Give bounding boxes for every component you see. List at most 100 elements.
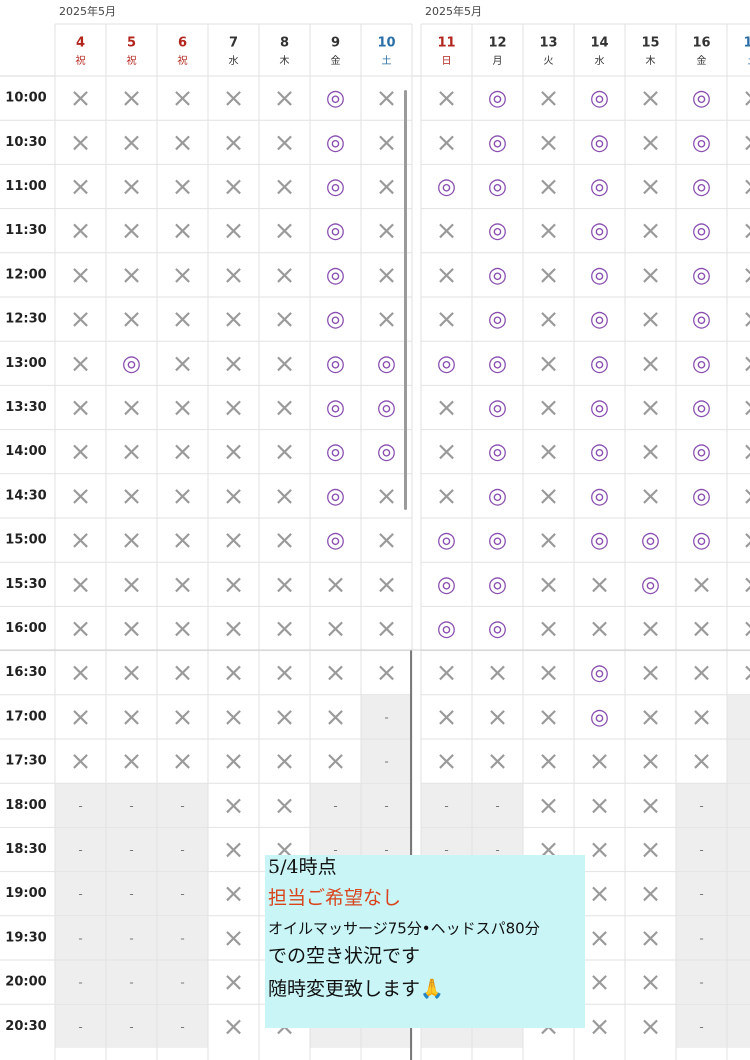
cell-bg [208,209,259,253]
cell: ◎ [574,76,625,120]
cell: × [625,430,676,474]
cell-bg [208,916,259,960]
cell: × [259,474,310,518]
cell: × [55,518,106,562]
cell: ◎ [421,606,472,651]
cell-mark: × [274,305,296,335]
cell-mark: × [223,305,245,335]
cell-mark: - [129,843,133,857]
weekday: 木 [280,55,290,67]
cell-bg [625,164,676,209]
cell-bg [55,341,106,385]
cell-bg [55,916,106,960]
cell: ◎ [676,430,727,474]
cell: × [55,739,106,783]
cell: × [106,474,157,518]
cell: × [208,739,259,783]
cell-mark: × [589,1012,611,1042]
cell: - [55,827,106,872]
cell: × [259,651,310,695]
cell-bg [259,695,310,739]
cell-bg [106,960,157,1004]
cell-mark: - [333,799,337,813]
cell-mark: × [274,84,296,114]
cell-bg [472,739,523,783]
cell: × [106,164,157,209]
cell: × [208,562,259,606]
cell-bg [676,739,727,783]
cell-mark: × [274,791,296,821]
cell-mark: × [121,128,143,158]
cell-bg [55,783,106,827]
time-label: 14:30 [5,488,46,503]
cell: × [523,297,574,341]
cell-bg [523,253,574,297]
cell-mark: - [78,1020,82,1034]
cell-bg [208,827,259,872]
cell: × [625,695,676,739]
cell-bg [421,695,472,739]
cell-mark: - [699,887,703,901]
cell-mark: - [384,710,388,724]
cell-mark: × [172,216,194,246]
cell-mark: × [121,526,143,556]
cell-mark: × [640,702,662,732]
cell: × [727,164,750,209]
cell-bg [259,164,310,209]
note-bg [265,855,585,1028]
cell: × [361,209,412,253]
cell-mark: × [538,216,560,246]
cell-mark: × [640,84,662,114]
cell-bg [676,430,727,474]
cell-bg [208,253,259,297]
cell-mark: × [640,835,662,865]
cell-mark: × [436,305,458,335]
cell-bg [574,297,625,341]
cell-mark: - [384,755,388,769]
cell: × [259,385,310,430]
cell-bg [106,385,157,430]
cell-mark: ◎ [590,263,609,288]
day-number: 5 [127,36,136,51]
cell-bg [157,606,208,651]
cell-mark: ◎ [488,484,507,509]
cell-bg [472,164,523,209]
cell-mark: ◎ [326,86,345,111]
cell: × [55,385,106,430]
cell-mark: × [223,437,245,467]
cell: × [625,120,676,164]
cell: ◎ [574,341,625,385]
cell-mark: ◎ [590,484,609,509]
cell-bg [361,518,412,562]
cell-mark: × [223,172,245,202]
cell-mark: × [538,614,560,644]
cell-mark: × [589,570,611,600]
cell: × [676,562,727,606]
cell-mark: - [699,976,703,990]
cell: × [55,297,106,341]
cell: - [106,872,157,916]
cell-bg [157,164,208,209]
cell-bg [310,695,361,739]
cell: × [676,739,727,783]
cell-mark: × [589,791,611,821]
cell-mark: ◎ [590,440,609,465]
cell-bg [676,385,727,430]
cell-mark: ◎ [641,528,660,553]
cell: - [676,916,727,960]
cell: × [574,827,625,872]
cell-bg [523,209,574,253]
cell-bg [727,341,750,385]
cell: × [421,385,472,430]
day-number: 7 [229,36,238,51]
cell: ◎ [574,120,625,164]
cell: × [55,253,106,297]
cell: × [106,297,157,341]
cell-bg [727,164,750,209]
cell-mark: × [376,128,398,158]
cell-bg [625,739,676,783]
cell-bg [208,783,259,827]
cell-bg [625,341,676,385]
cell: - [727,783,750,827]
